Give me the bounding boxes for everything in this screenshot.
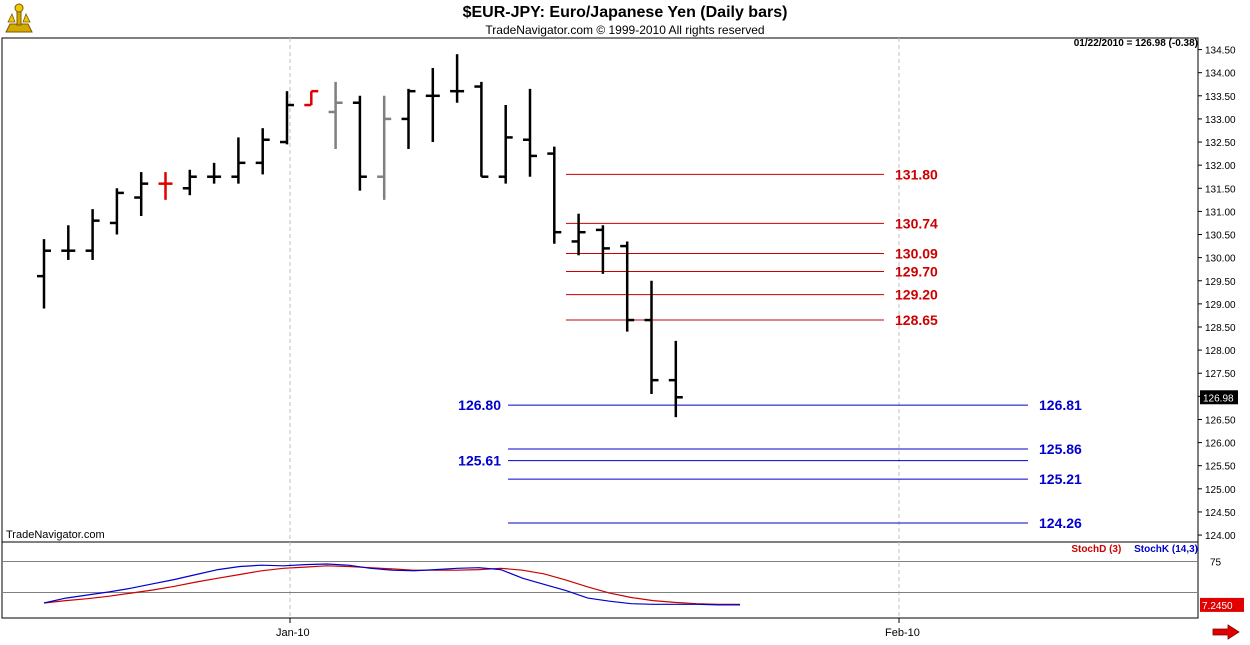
stochd-legend-label: StochD (3) xyxy=(1071,544,1122,555)
y-tick-label: 132.50 xyxy=(1205,138,1236,149)
ohlc-bar xyxy=(523,88,537,177)
resistance-label: 129.20 xyxy=(895,287,938,303)
date-axis: Jan-10 Feb-10 xyxy=(276,618,920,639)
ohlc-bar xyxy=(134,172,149,217)
ohlc-bar xyxy=(182,169,197,196)
y-tick-label: 125.00 xyxy=(1205,485,1236,496)
y-tick-label: 130.00 xyxy=(1205,254,1236,265)
x-tick-label: Jan-10 xyxy=(276,627,310,639)
y-tick-label: 125.50 xyxy=(1205,462,1236,473)
price-axis: 124.00 124.50 125.00 125.50 126.00 126.50 127.… xyxy=(1198,46,1238,542)
scroll-right-arrow-icon[interactable] xyxy=(1212,624,1240,640)
stochk-legend-label: StochK (14,3) xyxy=(1134,544,1198,555)
ohlc-bar xyxy=(474,81,489,178)
resistance-label: 128.65 xyxy=(895,312,938,328)
ohlc-bar xyxy=(571,213,586,256)
stoch-panel-frame xyxy=(1,541,1199,619)
support-label-left: 125.61 xyxy=(458,453,501,469)
chart-title: $EUR-JPY: Euro/Japanese Yen (Daily bars) xyxy=(462,4,788,21)
resistance-label: 130.74 xyxy=(895,215,938,231)
ohlc-bar xyxy=(620,241,635,332)
y-tick-label: 134.00 xyxy=(1205,69,1236,80)
last-price-label: 126.98 xyxy=(1203,393,1234,404)
y-tick-label: 128.00 xyxy=(1205,346,1236,357)
support-label-right: 124.26 xyxy=(1039,515,1082,531)
ohlc-bar xyxy=(450,54,465,103)
ohlc-bar xyxy=(280,91,294,145)
support-label-right: 126.81 xyxy=(1039,397,1082,413)
resistance-label: 130.09 xyxy=(895,245,938,261)
y-tick-label: 126.00 xyxy=(1205,439,1236,450)
indicator-legend: StochD (3) StochK (14,3) xyxy=(1061,544,1198,555)
y-tick-label: 127.50 xyxy=(1205,369,1236,380)
stochk-line xyxy=(43,563,740,606)
copyright-subtitle: TradeNavigator.com © 1999-2010 All right… xyxy=(485,23,765,37)
ohlc-bar xyxy=(207,162,222,184)
y-tick-label: 134.50 xyxy=(1205,46,1236,57)
y-tick-label: 124.00 xyxy=(1205,531,1236,542)
resistance-label: 131.80 xyxy=(895,166,938,182)
support-label-left: 126.80 xyxy=(458,397,501,413)
ohlc-bar xyxy=(547,146,562,244)
ohlc-bar xyxy=(668,340,683,418)
y-tick-label: 124.50 xyxy=(1205,508,1236,519)
resistance-label: 129.70 xyxy=(895,264,938,280)
ohlc-bar xyxy=(644,280,659,395)
ohlc-bar xyxy=(328,81,343,149)
x-tick-label: Feb-10 xyxy=(885,627,920,639)
ohlc-bar xyxy=(255,128,270,175)
price-levels: 131.80 130.74 130.09 129.70 129.20 128.65 126.… xyxy=(458,166,1082,531)
stoch-last-value-label: 7.2450 xyxy=(1202,601,1233,612)
stochastic-panel: 75 7.2450 xyxy=(2,558,1244,612)
ohlc-bar xyxy=(304,89,319,107)
support-label-right: 125.86 xyxy=(1039,441,1082,457)
trade-navigator-logo-icon[interactable] xyxy=(2,2,36,36)
y-tick-label: 130.50 xyxy=(1205,231,1236,242)
stoch-level-75-label: 75 xyxy=(1210,558,1222,569)
stochd-line xyxy=(43,565,740,605)
ohlc-bar xyxy=(109,188,124,235)
ohlc-bar xyxy=(158,172,173,200)
ohlc-bar xyxy=(377,95,392,200)
y-tick-label: 133.00 xyxy=(1205,115,1236,126)
stoch-last-value-box xyxy=(1200,597,1244,612)
y-tick-label: 132.00 xyxy=(1205,161,1236,172)
y-tick-label: 128.50 xyxy=(1205,323,1236,334)
ohlc-bar xyxy=(425,68,440,143)
y-tick-label: 133.50 xyxy=(1205,92,1236,103)
y-tick-label: 131.50 xyxy=(1205,184,1236,195)
ohlc-bar xyxy=(85,209,100,260)
ohlc-bar xyxy=(401,88,416,149)
last-price-box xyxy=(1200,390,1238,405)
price-bars xyxy=(37,54,683,418)
ohlc-bar xyxy=(498,105,513,184)
y-tick-label: 126.50 xyxy=(1205,415,1236,426)
support-label-right: 125.21 xyxy=(1039,471,1082,487)
ohlc-bar xyxy=(231,137,246,184)
y-tick-label: 129.00 xyxy=(1205,300,1236,311)
price-readout: 01/22/2010 = 126.98 (-0.38) xyxy=(1073,38,1198,49)
y-tick-label: 131.00 xyxy=(1205,207,1236,218)
ohlc-bar xyxy=(37,239,51,309)
watermark-label: TradeNavigator.com xyxy=(6,529,105,541)
y-tick-label: 129.50 xyxy=(1205,277,1236,288)
ohlc-bar xyxy=(61,225,76,260)
ohlc-bar xyxy=(595,225,610,274)
chart-grid xyxy=(1,37,1199,619)
ohlc-bar xyxy=(352,95,367,191)
price-panel-frame xyxy=(1,37,1199,543)
